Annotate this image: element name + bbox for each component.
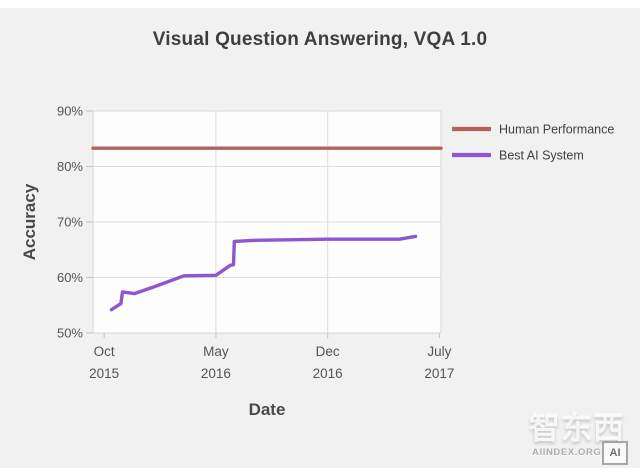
x-tick-year-label: 2016: [313, 366, 343, 381]
y-tick-label: 90%: [57, 104, 83, 119]
legend-label: Best AI System: [499, 149, 584, 163]
x-tick-year-label: 2015: [89, 366, 119, 381]
y-tick-label: 80%: [57, 159, 83, 174]
best-ai-system-line: [109, 234, 418, 312]
x-tick-year-label: 2016: [201, 366, 231, 381]
x-tick-month-label: Oct: [94, 344, 115, 359]
watermark-site-text: AIINDEX.ORG: [532, 447, 602, 458]
y-tick-label: 50%: [57, 326, 83, 341]
ai-index-logo: AI: [602, 441, 628, 465]
y-tick-label: 70%: [57, 215, 83, 230]
x-tick-month-label: July: [427, 344, 451, 359]
chart-title: Visual Question Answering, VQA 1.0: [152, 29, 488, 50]
y-tick-label: 60%: [57, 270, 83, 285]
watermark-brand: 智东西: [529, 411, 625, 446]
legend-label: Human Performance: [499, 123, 614, 137]
x-tick-month-label: Dec: [316, 344, 340, 359]
plot-border: [92, 110, 442, 334]
x-axis-label: Date: [248, 400, 286, 419]
x-tick-month-label: May: [203, 344, 229, 359]
x-tick-year-label: 2017: [424, 366, 454, 381]
